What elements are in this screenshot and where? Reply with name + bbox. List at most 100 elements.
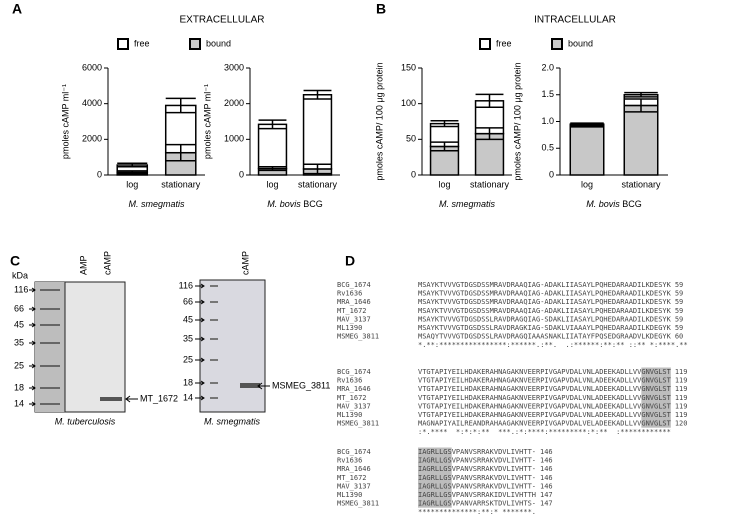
seq-name: ML1390 — [337, 411, 362, 419]
bar-segment — [623, 104, 659, 176]
band-arrow — [257, 382, 270, 390]
gel — [199, 279, 266, 413]
band-label: MSMEG_3811 — [272, 380, 330, 390]
seq-end: 120 — [675, 420, 688, 428]
x-tick-label: stationary — [621, 179, 661, 189]
sequence: VTGTAPIYEILHDAKERAHNAGAKNVEERPIVGAPVDALV… — [418, 411, 672, 419]
bar-segment — [257, 123, 288, 170]
x-tick-label: log — [126, 179, 138, 189]
error-bar — [430, 120, 459, 128]
seq-end: 146 — [540, 474, 553, 482]
ladder-band — [210, 397, 218, 399]
sequence: IAGRLLGSVPANVSRRAKVDVLIVHTT- — [418, 448, 536, 456]
ladder-band — [210, 285, 218, 287]
marker-label: 14 — [183, 392, 193, 402]
seq-end: 146 — [540, 457, 553, 465]
panel-title: INTRACELLULAR — [534, 15, 616, 26]
legend-label: bound — [206, 38, 231, 48]
lane-label: cAMP — [240, 251, 250, 275]
y-tick-label: 1000 — [224, 134, 244, 144]
legend-swatch — [551, 38, 563, 50]
seq-end: 59 — [675, 298, 683, 306]
marker-label: 25 — [14, 360, 24, 370]
y-axis-label: pmoles cAMP ml⁻¹ — [202, 84, 212, 159]
marker-arrow — [195, 380, 205, 386]
seq-name: Rv1636 — [337, 290, 362, 298]
highlight — [418, 447, 452, 508]
marker-label: 45 — [14, 319, 24, 329]
marker-arrow — [29, 287, 36, 293]
sequence: MSAYKTVVVGTDGSDSSMRAVDRAAQIAG-ADAKLIIASA… — [418, 281, 672, 289]
error-bar — [475, 127, 504, 141]
y-tick-label: 0 — [549, 169, 554, 179]
bar-segment — [302, 94, 333, 170]
error-bar — [165, 143, 196, 162]
marker-label: 25 — [183, 354, 193, 364]
seq-name: MAV_3137 — [337, 402, 371, 410]
lane-label: cAMP — [102, 251, 112, 275]
seq-end: 119 — [675, 377, 688, 385]
seq-end: 59 — [675, 290, 683, 298]
x-tick-label: log — [438, 179, 450, 189]
marker-arrow — [29, 401, 36, 407]
gel-band — [100, 397, 122, 401]
error-bar — [303, 163, 332, 175]
sequence: MSAYKTVVVGTDGSDSSLRAVDRAGKIAG-SDAKLVIAAA… — [418, 324, 672, 332]
y-tick-label: 100 — [401, 98, 416, 108]
sequence: MSAYKTVVVGTDGSDSSMRAVDRAAQIAG-ADAKLIIASA… — [418, 290, 672, 298]
sequence: MSAYKTVVVGTDGSDSSMRAVDRAAQIAG-ADAKLIIASA… — [418, 298, 672, 306]
error-bar — [475, 93, 504, 108]
marker-label: 66 — [183, 296, 193, 306]
seq-name: Rv1636 — [337, 377, 362, 385]
seq-name: Rv1636 — [337, 457, 362, 465]
panel-label: A — [12, 1, 22, 17]
ladder-band — [210, 338, 218, 340]
marker-label: 35 — [183, 333, 193, 343]
seq-end: 147 — [540, 491, 553, 499]
x-tick-label: log — [266, 179, 278, 189]
ladder-band — [210, 382, 218, 384]
marker-arrow — [195, 357, 205, 363]
seq-name: ML1390 — [337, 491, 362, 499]
marker-arrow — [29, 363, 36, 369]
marker-label: 35 — [14, 337, 24, 347]
y-axis-label: pmoles cAMP/ 100 μg protein — [374, 62, 384, 180]
error-bar — [570, 122, 604, 126]
marker-arrow — [29, 340, 36, 346]
y-tick-label: 6000 — [82, 62, 102, 72]
seq-name: MAV_3137 — [337, 482, 371, 490]
seq-name: MRA_1646 — [337, 298, 371, 306]
x-tick-label: stationary — [470, 179, 510, 189]
legend-label: free — [496, 38, 512, 48]
x-tick-label: stationary — [298, 179, 338, 189]
marker-label: 116 — [179, 280, 193, 290]
ladder-band — [40, 365, 60, 367]
sequence: IAGRLLGSVPANVSRRAKIDVLIVHTTH — [418, 491, 536, 499]
band-arrow — [125, 395, 138, 403]
marker-arrow — [29, 385, 36, 391]
ladder-band — [40, 289, 60, 291]
x-axis-label-strain: BCG — [622, 199, 642, 209]
x-axis-label: M. bovis BCG — [267, 199, 323, 209]
lane-label: AMP — [78, 255, 88, 275]
ladder-band — [210, 319, 218, 321]
seq-name: MRA_1646 — [337, 465, 371, 473]
seq-end: 59 — [675, 307, 683, 315]
x-axis-label: M. smegmatis — [128, 199, 185, 209]
seq-name: ML1390 — [337, 324, 362, 332]
legend-swatch — [117, 38, 129, 50]
x-axis-label-species: M. bovis — [586, 199, 620, 209]
sequence: IAGRLLGSVPANVSRRAKVDVLIVHTT- — [418, 457, 536, 465]
seq-name: MSMEG_3811 — [337, 420, 379, 428]
y-tick-label: 0 — [239, 169, 244, 179]
y-tick-label: 0 — [97, 169, 102, 179]
seq-name: MT_1672 — [337, 394, 367, 402]
seq-end: 59 — [675, 281, 683, 289]
sequence: VTGTAPIYEILHDAKERAHNAGAKNVEERPIVGAPVDALV… — [418, 385, 672, 393]
x-axis-label: M. smegmatis — [439, 199, 496, 209]
sequence: IAGRLLGSVPANVSRRAKVDVLIVHTT- — [418, 474, 536, 482]
gel-organism: M. smegmatis — [204, 416, 261, 426]
ladder-band — [40, 403, 60, 405]
panel-title: EXTRACELLULAR — [179, 15, 264, 26]
